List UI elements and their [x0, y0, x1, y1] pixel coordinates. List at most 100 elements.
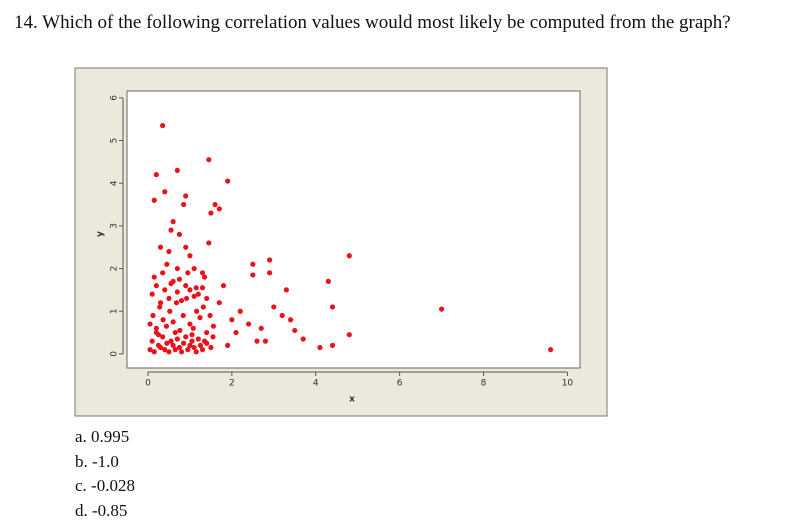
point: [147, 321, 153, 327]
point: [206, 240, 212, 246]
point: [250, 272, 256, 278]
point: [157, 300, 164, 306]
point: [162, 347, 168, 353]
point: [199, 270, 206, 276]
point: [181, 340, 187, 346]
point: [262, 338, 269, 344]
point: [149, 291, 155, 297]
point: [204, 329, 210, 336]
option: a. 0.995: [75, 427, 130, 446]
point: [176, 276, 183, 282]
point: [183, 334, 189, 340]
point: [210, 334, 216, 340]
point: [246, 321, 252, 327]
point: [237, 308, 243, 314]
point: [151, 274, 157, 280]
point: [176, 344, 183, 351]
point: [193, 349, 199, 355]
point: [172, 329, 178, 336]
point: [204, 295, 210, 302]
point: [183, 193, 189, 199]
x-tick-label: 6: [397, 379, 403, 389]
point: [250, 261, 256, 267]
y-tick-label: 5: [110, 138, 120, 144]
point: [438, 306, 445, 312]
x-tick-label: 10: [562, 379, 574, 389]
point: [168, 280, 174, 287]
point: [189, 332, 195, 338]
point: [166, 349, 172, 355]
point: [199, 347, 206, 353]
point: [195, 291, 201, 297]
point: [160, 270, 166, 276]
point: [174, 265, 180, 272]
point: [346, 253, 352, 259]
point: [162, 189, 168, 195]
point: [287, 317, 294, 323]
point: [283, 287, 289, 293]
point: [194, 308, 200, 314]
point: [225, 178, 231, 184]
point: [155, 332, 162, 338]
point: [172, 347, 178, 353]
point: [208, 344, 214, 351]
point: [191, 344, 197, 351]
point: [160, 317, 166, 323]
point: [178, 297, 185, 304]
point: [191, 293, 197, 299]
point: [153, 325, 159, 331]
point: [207, 312, 213, 319]
point: [187, 321, 193, 327]
y-tick-label: 0: [110, 351, 120, 357]
point: [149, 338, 155, 344]
point: [329, 304, 336, 310]
question: 14. Which of the following correlation v…: [14, 12, 731, 33]
point: [168, 338, 174, 344]
point: [173, 300, 180, 306]
point: [267, 270, 273, 276]
y-tick-label: 4: [110, 180, 120, 186]
y-tick-label: 1: [110, 308, 120, 314]
point: [206, 157, 212, 163]
point: [150, 312, 156, 319]
point: [178, 349, 185, 355]
plot-area: [126, 90, 581, 369]
point: [193, 285, 199, 291]
point: [317, 344, 323, 351]
point: [200, 304, 206, 310]
point: [174, 336, 180, 342]
point: [163, 323, 170, 329]
point: [210, 323, 217, 329]
point: [187, 287, 193, 293]
point: [170, 319, 176, 325]
x-tick-label: 2: [229, 379, 235, 389]
option: b. -1.0: [75, 451, 119, 471]
point: [157, 244, 164, 250]
point: [197, 342, 204, 348]
point: [170, 342, 176, 348]
point: [174, 167, 180, 173]
point: [212, 201, 218, 208]
x-tick-label: 0: [145, 379, 151, 389]
point: [166, 248, 172, 255]
point: [292, 327, 298, 334]
y-tick-label: 2: [110, 266, 120, 272]
point: [153, 172, 159, 178]
point: [201, 274, 208, 280]
point: [204, 340, 210, 346]
y-tick-label: 6: [110, 95, 120, 101]
point: [346, 332, 352, 338]
point: [187, 342, 193, 348]
point: [329, 342, 336, 348]
point: [233, 329, 239, 336]
point: [190, 325, 196, 331]
point: [258, 325, 264, 331]
point: [160, 334, 166, 340]
point: [167, 308, 173, 314]
point: [162, 287, 168, 293]
point: [197, 315, 203, 321]
point: [325, 278, 331, 284]
point: [164, 261, 170, 267]
